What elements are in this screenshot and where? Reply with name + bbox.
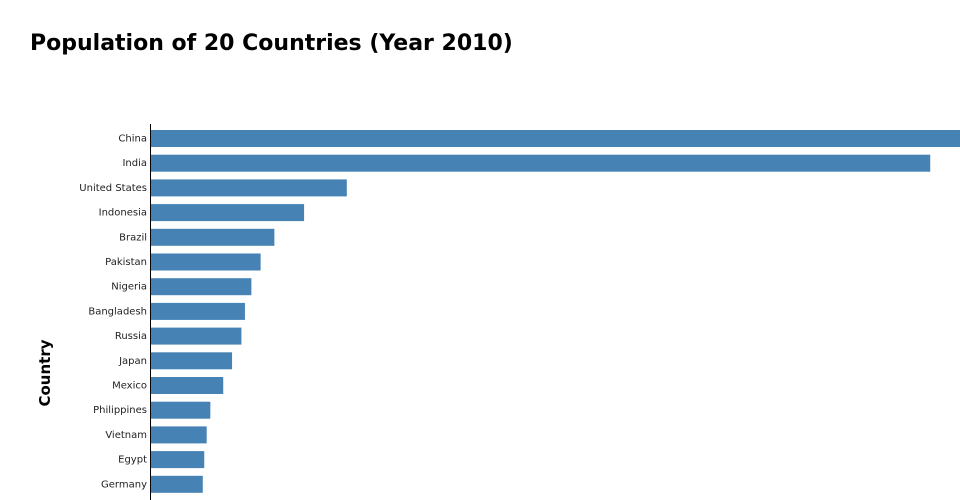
bar-mexico (151, 377, 224, 394)
category-label-mexico: Mexico (112, 381, 147, 392)
bar-russia (151, 327, 242, 345)
category-label-germany: Germany (101, 479, 147, 490)
bar-bangladesh (151, 302, 245, 320)
bar-egypt (151, 451, 205, 469)
category-label-vietnam: Vietnam (105, 430, 147, 441)
category-label-bangladesh: Bangladesh (88, 306, 147, 317)
category-label-brazil: Brazil (119, 232, 147, 243)
category-label-pakistan: Pakistan (105, 257, 147, 268)
bar-brazil (151, 228, 275, 246)
category-label-china: China (118, 134, 147, 145)
bar-indonesia (151, 204, 305, 222)
category-label-nigeria: Nigeria (111, 282, 147, 293)
bar-pakistan (151, 253, 261, 271)
category-label-russia: Russia (115, 331, 147, 342)
bar-united-states (151, 179, 347, 197)
bars-group (151, 130, 960, 493)
category-label-japan: Japan (118, 356, 147, 367)
bar-nigeria (151, 278, 252, 296)
category-label-egypt: Egypt (118, 455, 147, 466)
category-label-philippines: Philippines (93, 405, 147, 416)
bar-china (151, 130, 960, 147)
category-label-indonesia: Indonesia (99, 208, 147, 219)
category-labels-group: China India United States Indonesia Brazil Pa… (79, 134, 147, 491)
bar-germany (151, 475, 203, 493)
category-label-india: India (122, 158, 147, 169)
bar-india (151, 154, 931, 172)
bar-japan (151, 352, 233, 370)
chart-title: Population of 20 Countries (Year 2010) (30, 31, 513, 56)
bar-vietnam (151, 426, 207, 444)
category-label-united-states: United States (79, 183, 147, 194)
bar-philippines (151, 401, 211, 419)
